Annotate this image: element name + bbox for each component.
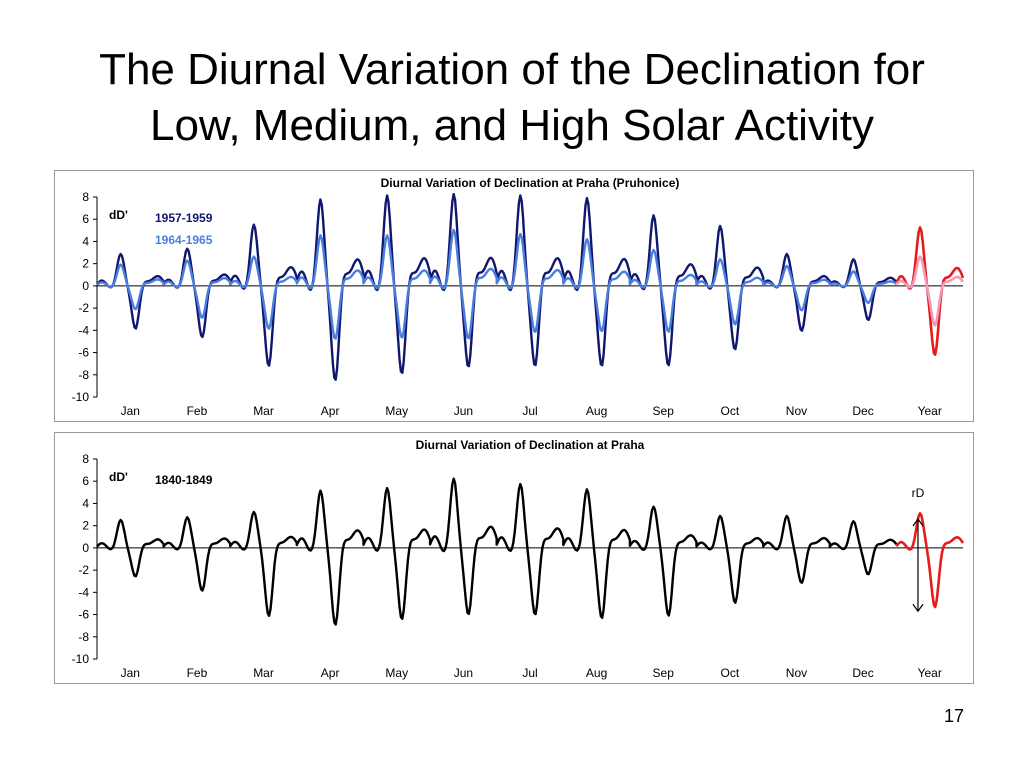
y-tick-label: 8 bbox=[82, 452, 89, 466]
annotation-arrow-head-up bbox=[912, 517, 924, 527]
x-tick-label: Oct bbox=[721, 666, 740, 680]
annotation-label: rD bbox=[912, 486, 925, 500]
y-tick-label: 4 bbox=[82, 234, 89, 248]
slide-title: The Diurnal Variation of the Declination… bbox=[0, 42, 1024, 154]
x-tick-label: Year bbox=[918, 404, 942, 418]
y-tick-label: 0 bbox=[82, 541, 89, 555]
y-tick-label: -2 bbox=[78, 563, 89, 577]
page-number: 17 bbox=[943, 706, 964, 726]
x-tick-label: Apr bbox=[321, 666, 340, 680]
x-tick-label: Dec bbox=[852, 404, 873, 418]
y-tick-label: 6 bbox=[82, 212, 89, 226]
x-tick-label: Aug bbox=[586, 404, 607, 418]
legend-entry: 1964-1965 bbox=[155, 233, 213, 247]
x-tick-label: Sep bbox=[653, 404, 675, 418]
y-tick-label: -4 bbox=[78, 323, 89, 337]
legend-entry: 1957-1959 bbox=[155, 211, 213, 225]
series-year-1964-1965 bbox=[895, 255, 965, 327]
x-tick-label: Sep bbox=[653, 666, 675, 680]
x-tick-label: Feb bbox=[187, 666, 208, 680]
x-tick-label: Mar bbox=[253, 404, 274, 418]
y-tick-label: 4 bbox=[82, 496, 89, 510]
chart-pruhonice-svg: Diurnal Variation of Declination at Prah… bbox=[72, 176, 965, 418]
x-tick-label: Jan bbox=[121, 404, 140, 418]
annotation-arrow-head-down bbox=[912, 603, 924, 613]
series-year-1957-1959 bbox=[895, 226, 965, 356]
chart-pruhonice: Diurnal Variation of Declination at Prah… bbox=[54, 170, 974, 422]
x-tick-label: Jun bbox=[454, 666, 473, 680]
y-tick-label: 6 bbox=[82, 474, 89, 488]
y-tick-label: -8 bbox=[78, 368, 89, 382]
legend-entry: 1840-1849 bbox=[155, 473, 213, 487]
x-tick-label: Mar bbox=[253, 666, 274, 680]
x-tick-label: May bbox=[385, 404, 408, 418]
slide-title-line-2: Low, Medium, and High Solar Activity bbox=[150, 101, 874, 150]
chart-title: Diurnal Variation of Declination at Prah… bbox=[416, 438, 645, 452]
y-tick-label: -6 bbox=[78, 608, 89, 622]
y-tick-label: -6 bbox=[78, 346, 89, 360]
series-year-1840-1849 bbox=[895, 511, 965, 609]
x-tick-label: Apr bbox=[321, 404, 340, 418]
y-tick-label: -2 bbox=[78, 301, 89, 315]
y-axis-label: dD' bbox=[109, 208, 128, 222]
series-line-1964-1965 bbox=[96, 228, 898, 340]
series-line-1840-1849 bbox=[96, 477, 898, 626]
x-tick-label: Nov bbox=[786, 666, 807, 680]
y-tick-label: 2 bbox=[82, 519, 89, 533]
y-axis-label: dD' bbox=[109, 470, 128, 484]
x-tick-label: Oct bbox=[721, 404, 740, 418]
y-tick-label: -10 bbox=[72, 390, 90, 404]
x-tick-label: Dec bbox=[852, 666, 873, 680]
x-tick-label: Jun bbox=[454, 404, 473, 418]
y-tick-label: -8 bbox=[78, 630, 89, 644]
x-tick-label: Aug bbox=[586, 666, 607, 680]
x-tick-label: Nov bbox=[786, 404, 807, 418]
x-tick-label: Jul bbox=[522, 404, 537, 418]
x-tick-label: Year bbox=[918, 666, 942, 680]
y-tick-label: 8 bbox=[82, 190, 89, 204]
chart-praha-1840: Diurnal Variation of Declination at Prah… bbox=[54, 432, 974, 684]
x-tick-label: Feb bbox=[187, 404, 208, 418]
x-tick-label: Jul bbox=[522, 666, 537, 680]
x-tick-label: Jan bbox=[121, 666, 140, 680]
chart-title: Diurnal Variation of Declination at Prah… bbox=[381, 176, 680, 190]
y-tick-label: -10 bbox=[72, 652, 90, 666]
slide-title-line-1: The Diurnal Variation of the Declination… bbox=[99, 45, 925, 94]
x-tick-label: May bbox=[385, 666, 408, 680]
y-tick-label: 0 bbox=[82, 279, 89, 293]
y-tick-label: -4 bbox=[78, 585, 89, 599]
chart-praha-1840-svg: Diurnal Variation of Declination at Prah… bbox=[72, 438, 965, 680]
y-tick-label: 2 bbox=[82, 257, 89, 271]
